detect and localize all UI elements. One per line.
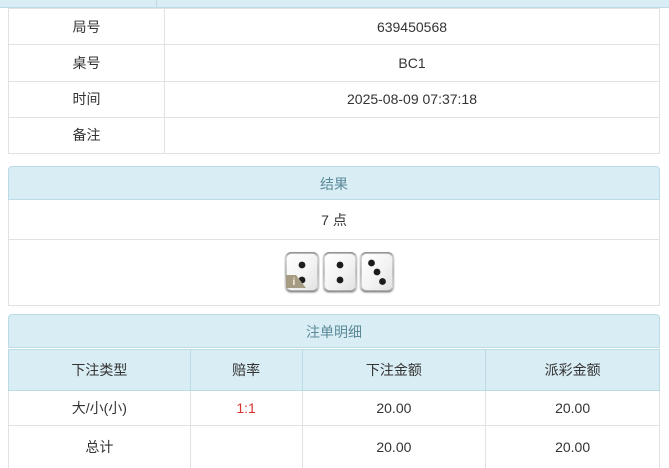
svg-text:i: i [293, 277, 296, 288]
